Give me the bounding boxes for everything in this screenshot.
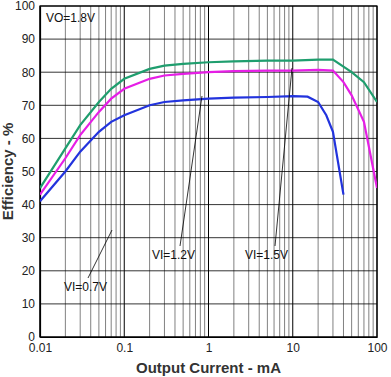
series-group	[40, 60, 377, 202]
y-grid-line	[40, 39, 377, 40]
series-label: VI=1.5V	[245, 248, 288, 262]
series-label: VI=0.7V	[64, 280, 107, 294]
y-axis-title: Efficiency - %	[0, 123, 16, 221]
y-tick: 40	[22, 198, 40, 212]
label-arrow	[275, 68, 292, 246]
y-tick: 60	[22, 132, 40, 146]
y-grid-line	[40, 171, 377, 172]
x-axis: 0.010.1110100	[29, 337, 388, 355]
x-tick: 10	[287, 337, 301, 355]
series-label: VI=1.2V	[152, 248, 195, 262]
y-tick: 100	[15, 0, 40, 13]
y-tick: 90	[22, 32, 40, 46]
grid	[40, 6, 377, 337]
label-arrow	[180, 96, 202, 246]
y-tick-label: 0	[28, 330, 35, 344]
series-line	[40, 96, 343, 201]
y-tick-label: 10	[22, 297, 36, 311]
series-line	[40, 60, 377, 188]
x-tick: 100	[367, 337, 387, 355]
title: VO=1.8V	[46, 11, 95, 25]
y-axis: 0 10 20 30 40 50 60 70 80 90 100	[15, 0, 41, 344]
y-tick-label: 90	[22, 32, 36, 46]
y-tick-label: 100	[15, 0, 35, 13]
y-tick: 10	[22, 297, 40, 311]
y-tick: 0	[28, 330, 40, 344]
series-line	[40, 70, 377, 195]
x-tick-label: 100	[367, 341, 387, 355]
x-axis-title: Output Current - mA	[136, 359, 281, 376]
y-tick: 30	[22, 231, 40, 245]
label-arrow	[88, 230, 112, 278]
y-tick-label: 80	[22, 66, 36, 80]
plot: 0.010.11101000102030405060708090100VI=0.…	[15, 0, 388, 355]
y-grid-line	[40, 270, 377, 271]
y-grid-line	[40, 105, 377, 106]
series-labels: VI=0.7V VI=1.2V VI=1.5V	[64, 68, 292, 294]
y-grid-line	[40, 204, 377, 205]
x-tick-label: 10	[287, 341, 301, 355]
y-tick-label: 30	[22, 231, 36, 245]
y-tick: 80	[22, 66, 40, 80]
y-tick: 50	[22, 165, 40, 179]
y-tick-label: 40	[22, 198, 36, 212]
y-tick-label: 70	[22, 99, 36, 113]
y-tick-label: 50	[22, 165, 36, 179]
x-tick: 1	[206, 337, 213, 355]
plot-frame	[40, 6, 377, 337]
y-grid-line	[40, 138, 377, 139]
x-tick-label: 0.1	[116, 341, 133, 355]
x-tick-label: 1	[206, 341, 213, 355]
y-tick: 70	[22, 99, 40, 113]
y-grid-line	[40, 237, 377, 238]
x-tick: 0.1	[116, 337, 133, 355]
y-grid-line	[40, 303, 377, 304]
y-tick: 20	[22, 264, 40, 278]
y-tick-label: 20	[22, 264, 36, 278]
y-tick-label: 60	[22, 132, 36, 146]
